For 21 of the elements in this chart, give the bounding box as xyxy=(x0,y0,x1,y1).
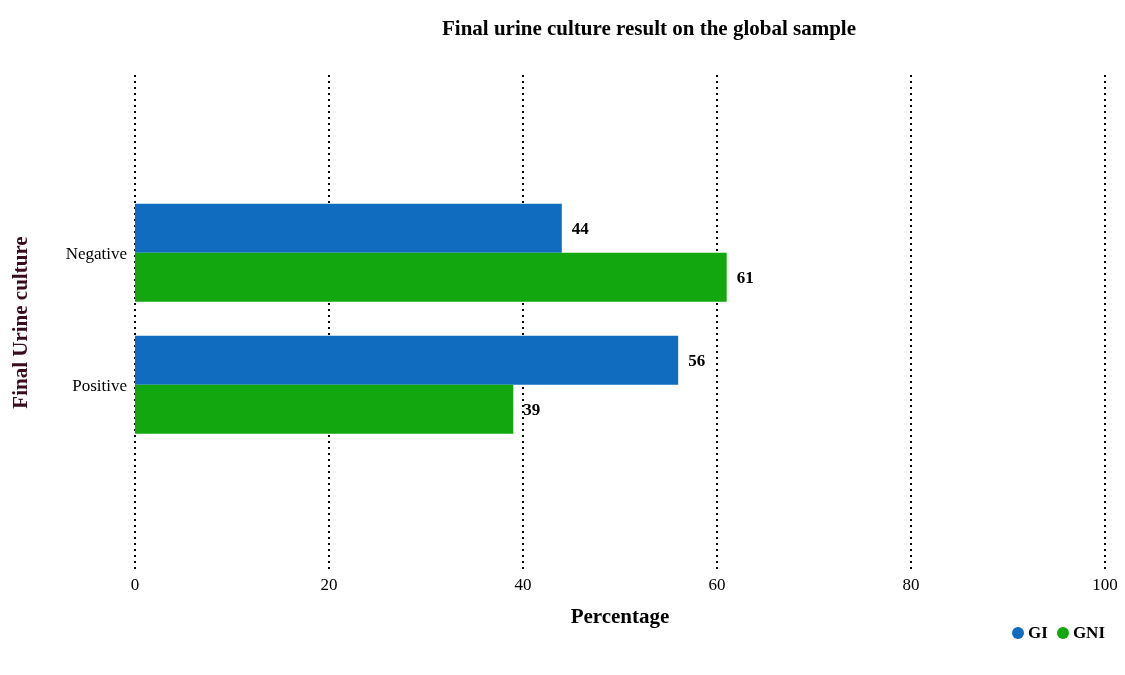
data-label: 56 xyxy=(688,351,706,371)
bar xyxy=(135,203,562,253)
data-label: 44 xyxy=(571,219,590,239)
x-tick-label: 40 xyxy=(514,575,532,595)
legend-label: GI xyxy=(1028,623,1048,643)
y-axis-title: Final Urine culture xyxy=(8,236,33,409)
y-tick-label: Positive xyxy=(72,376,127,396)
x-axis-title: Percentage xyxy=(570,604,670,628)
data-label: 61 xyxy=(736,268,754,288)
bar xyxy=(135,384,514,434)
x-tick-label: 60 xyxy=(708,575,726,595)
data-label: 39 xyxy=(523,400,541,420)
legend-label: GNI xyxy=(1072,623,1105,643)
x-tick-label: 0 xyxy=(130,575,140,595)
x-tick-label: 100 xyxy=(1092,575,1118,595)
bar xyxy=(135,252,727,302)
bar xyxy=(135,335,679,385)
chart-title: Final urine culture result on the global sample xyxy=(441,16,857,41)
x-tick-label: 80 xyxy=(902,575,920,595)
x-tick-label: 20 xyxy=(320,575,338,595)
y-tick-label: Negative xyxy=(65,244,127,264)
